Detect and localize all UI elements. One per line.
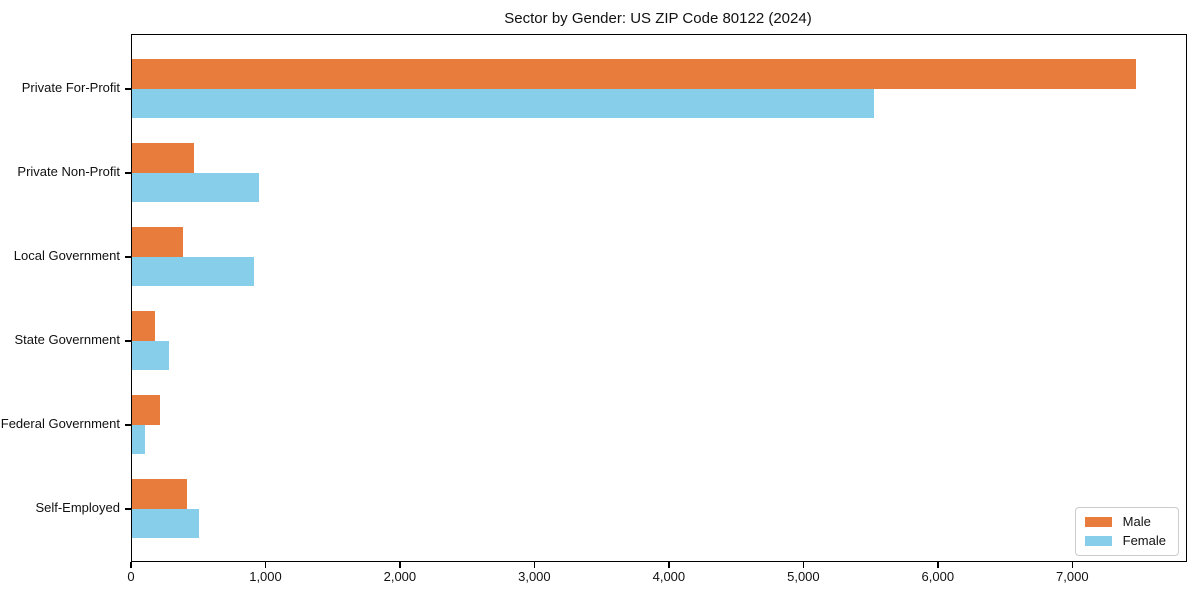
legend: Male Female <box>1074 507 1179 556</box>
x-tick-label-4: 4,000 <box>652 569 686 584</box>
y-tick-label-1: Private Non-Profit <box>17 164 120 179</box>
y-tick-mark <box>125 424 131 426</box>
bar-female-5 <box>132 509 200 538</box>
bar-male-0 <box>132 59 1136 89</box>
bar-female-2 <box>132 257 255 286</box>
x-tick-label-2: 2,000 <box>383 569 417 584</box>
x-tick-label-5: 5,000 <box>787 569 820 584</box>
x-tick-label-7: 7,000 <box>1056 569 1089 584</box>
legend-label-female: Female <box>1122 533 1166 548</box>
y-tick-label-4: Federal Government <box>0 416 120 431</box>
x-tick-mark <box>264 562 267 568</box>
x-tick-mark <box>130 562 132 568</box>
legend-swatch-male <box>1084 517 1112 527</box>
x-tick-mark <box>937 562 939 568</box>
y-tick-label-5: Self-Employed <box>35 500 120 515</box>
y-tick-label-2: Local Government <box>13 248 120 263</box>
y-tick-mark <box>125 88 131 90</box>
x-tick-label-0: 0 <box>127 569 135 584</box>
y-tick-mark <box>125 340 131 342</box>
x-tick-mark <box>802 562 805 568</box>
bar-male-1 <box>132 143 194 173</box>
legend-item-female: Female <box>1084 533 1166 548</box>
plot-area: Male Female <box>131 34 1187 562</box>
bar-female-0 <box>132 89 875 118</box>
x-tick-mark <box>399 562 401 568</box>
x-tick-label-6: 6,000 <box>921 569 955 584</box>
x-tick-mark <box>1071 562 1074 568</box>
bar-male-3 <box>132 311 155 341</box>
bar-male-5 <box>132 479 188 509</box>
y-tick-label-0: Private For-Profit <box>21 80 120 95</box>
x-tick-label-1: 1,000 <box>249 569 282 584</box>
legend-swatch-female <box>1084 536 1112 546</box>
bar-female-3 <box>132 341 169 370</box>
x-tick-mark <box>533 562 536 568</box>
y-tick-mark <box>125 256 131 258</box>
chart-title: Sector by Gender: US ZIP Code 80122 (202… <box>504 10 812 27</box>
legend-item-male: Male <box>1084 514 1166 529</box>
y-tick-mark <box>125 508 131 510</box>
x-tick-mark <box>668 562 670 568</box>
bar-female-1 <box>132 173 260 202</box>
y-tick-label-3: State Government <box>14 332 121 347</box>
legend-label-male: Male <box>1122 514 1151 529</box>
bar-female-4 <box>132 425 146 454</box>
bar-male-2 <box>132 227 184 257</box>
bar-male-4 <box>132 395 161 425</box>
y-tick-mark <box>125 172 131 174</box>
x-tick-label-3: 3,000 <box>518 569 551 584</box>
